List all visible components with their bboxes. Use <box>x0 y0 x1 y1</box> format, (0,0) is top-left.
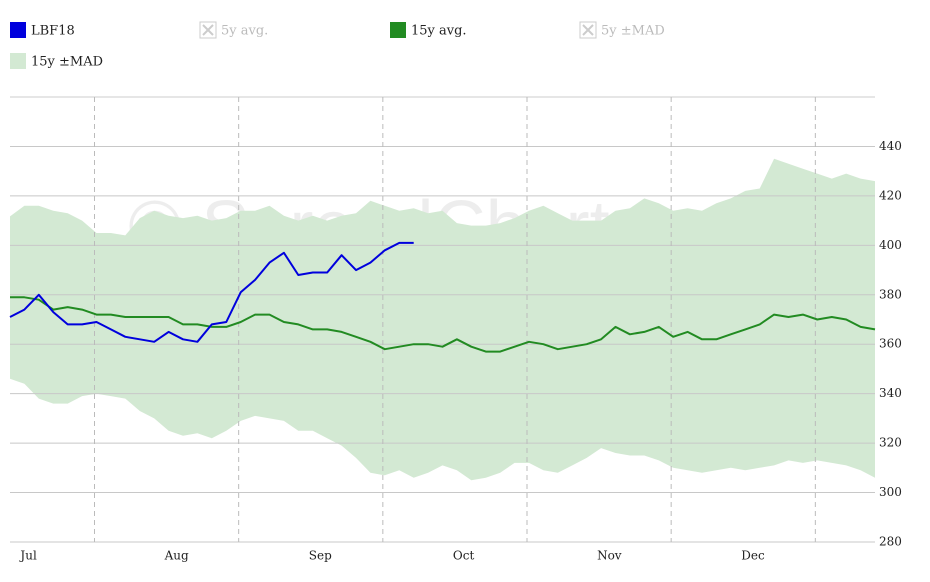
legend-disabled-icon <box>202 24 214 36</box>
y-tick-label: 360 <box>879 337 902 351</box>
x-tick-label: Nov <box>597 549 622 563</box>
x-tick-label: Aug <box>164 549 189 563</box>
legend-label: LBF18 <box>31 24 75 39</box>
x-tick-label: Jul <box>18 549 37 563</box>
y-tick-label: 380 <box>879 287 902 301</box>
legend-disabled-icon <box>582 24 594 36</box>
y-tick-label: 440 <box>879 139 902 153</box>
series-line <box>9 241 414 343</box>
legend-swatch <box>10 22 26 38</box>
x-tick-label: Sep <box>309 549 332 563</box>
legend-item[interactable]: 5y avg. <box>199 21 268 39</box>
y-tick-label: 300 <box>879 485 902 499</box>
y-tick-label: 280 <box>879 535 902 549</box>
y-tick-label: 340 <box>879 386 902 400</box>
legend-label: 5y ±MAD <box>601 24 665 39</box>
y-tick-label: 320 <box>879 436 902 450</box>
x-tick-label: Oct <box>453 549 475 563</box>
legend-item[interactable]: 5y ±MAD <box>579 21 665 39</box>
legend-item[interactable]: LBF18 <box>10 22 75 39</box>
legend-swatch <box>390 22 406 38</box>
y-tick-label: 400 <box>879 238 902 252</box>
legend-swatch <box>10 53 26 69</box>
y-tick-label: 420 <box>879 188 902 202</box>
series-line <box>10 296 876 353</box>
legend-item[interactable]: 15y avg. <box>390 22 467 39</box>
legend-item[interactable]: 15y ±MAD <box>10 53 103 70</box>
legend-label: 15y avg. <box>411 24 467 39</box>
x-tick-label: Dec <box>741 549 765 563</box>
legend-label: 5y avg. <box>221 24 268 39</box>
band-area <box>10 158 875 481</box>
legend-label: 15y ±MAD <box>31 55 103 70</box>
